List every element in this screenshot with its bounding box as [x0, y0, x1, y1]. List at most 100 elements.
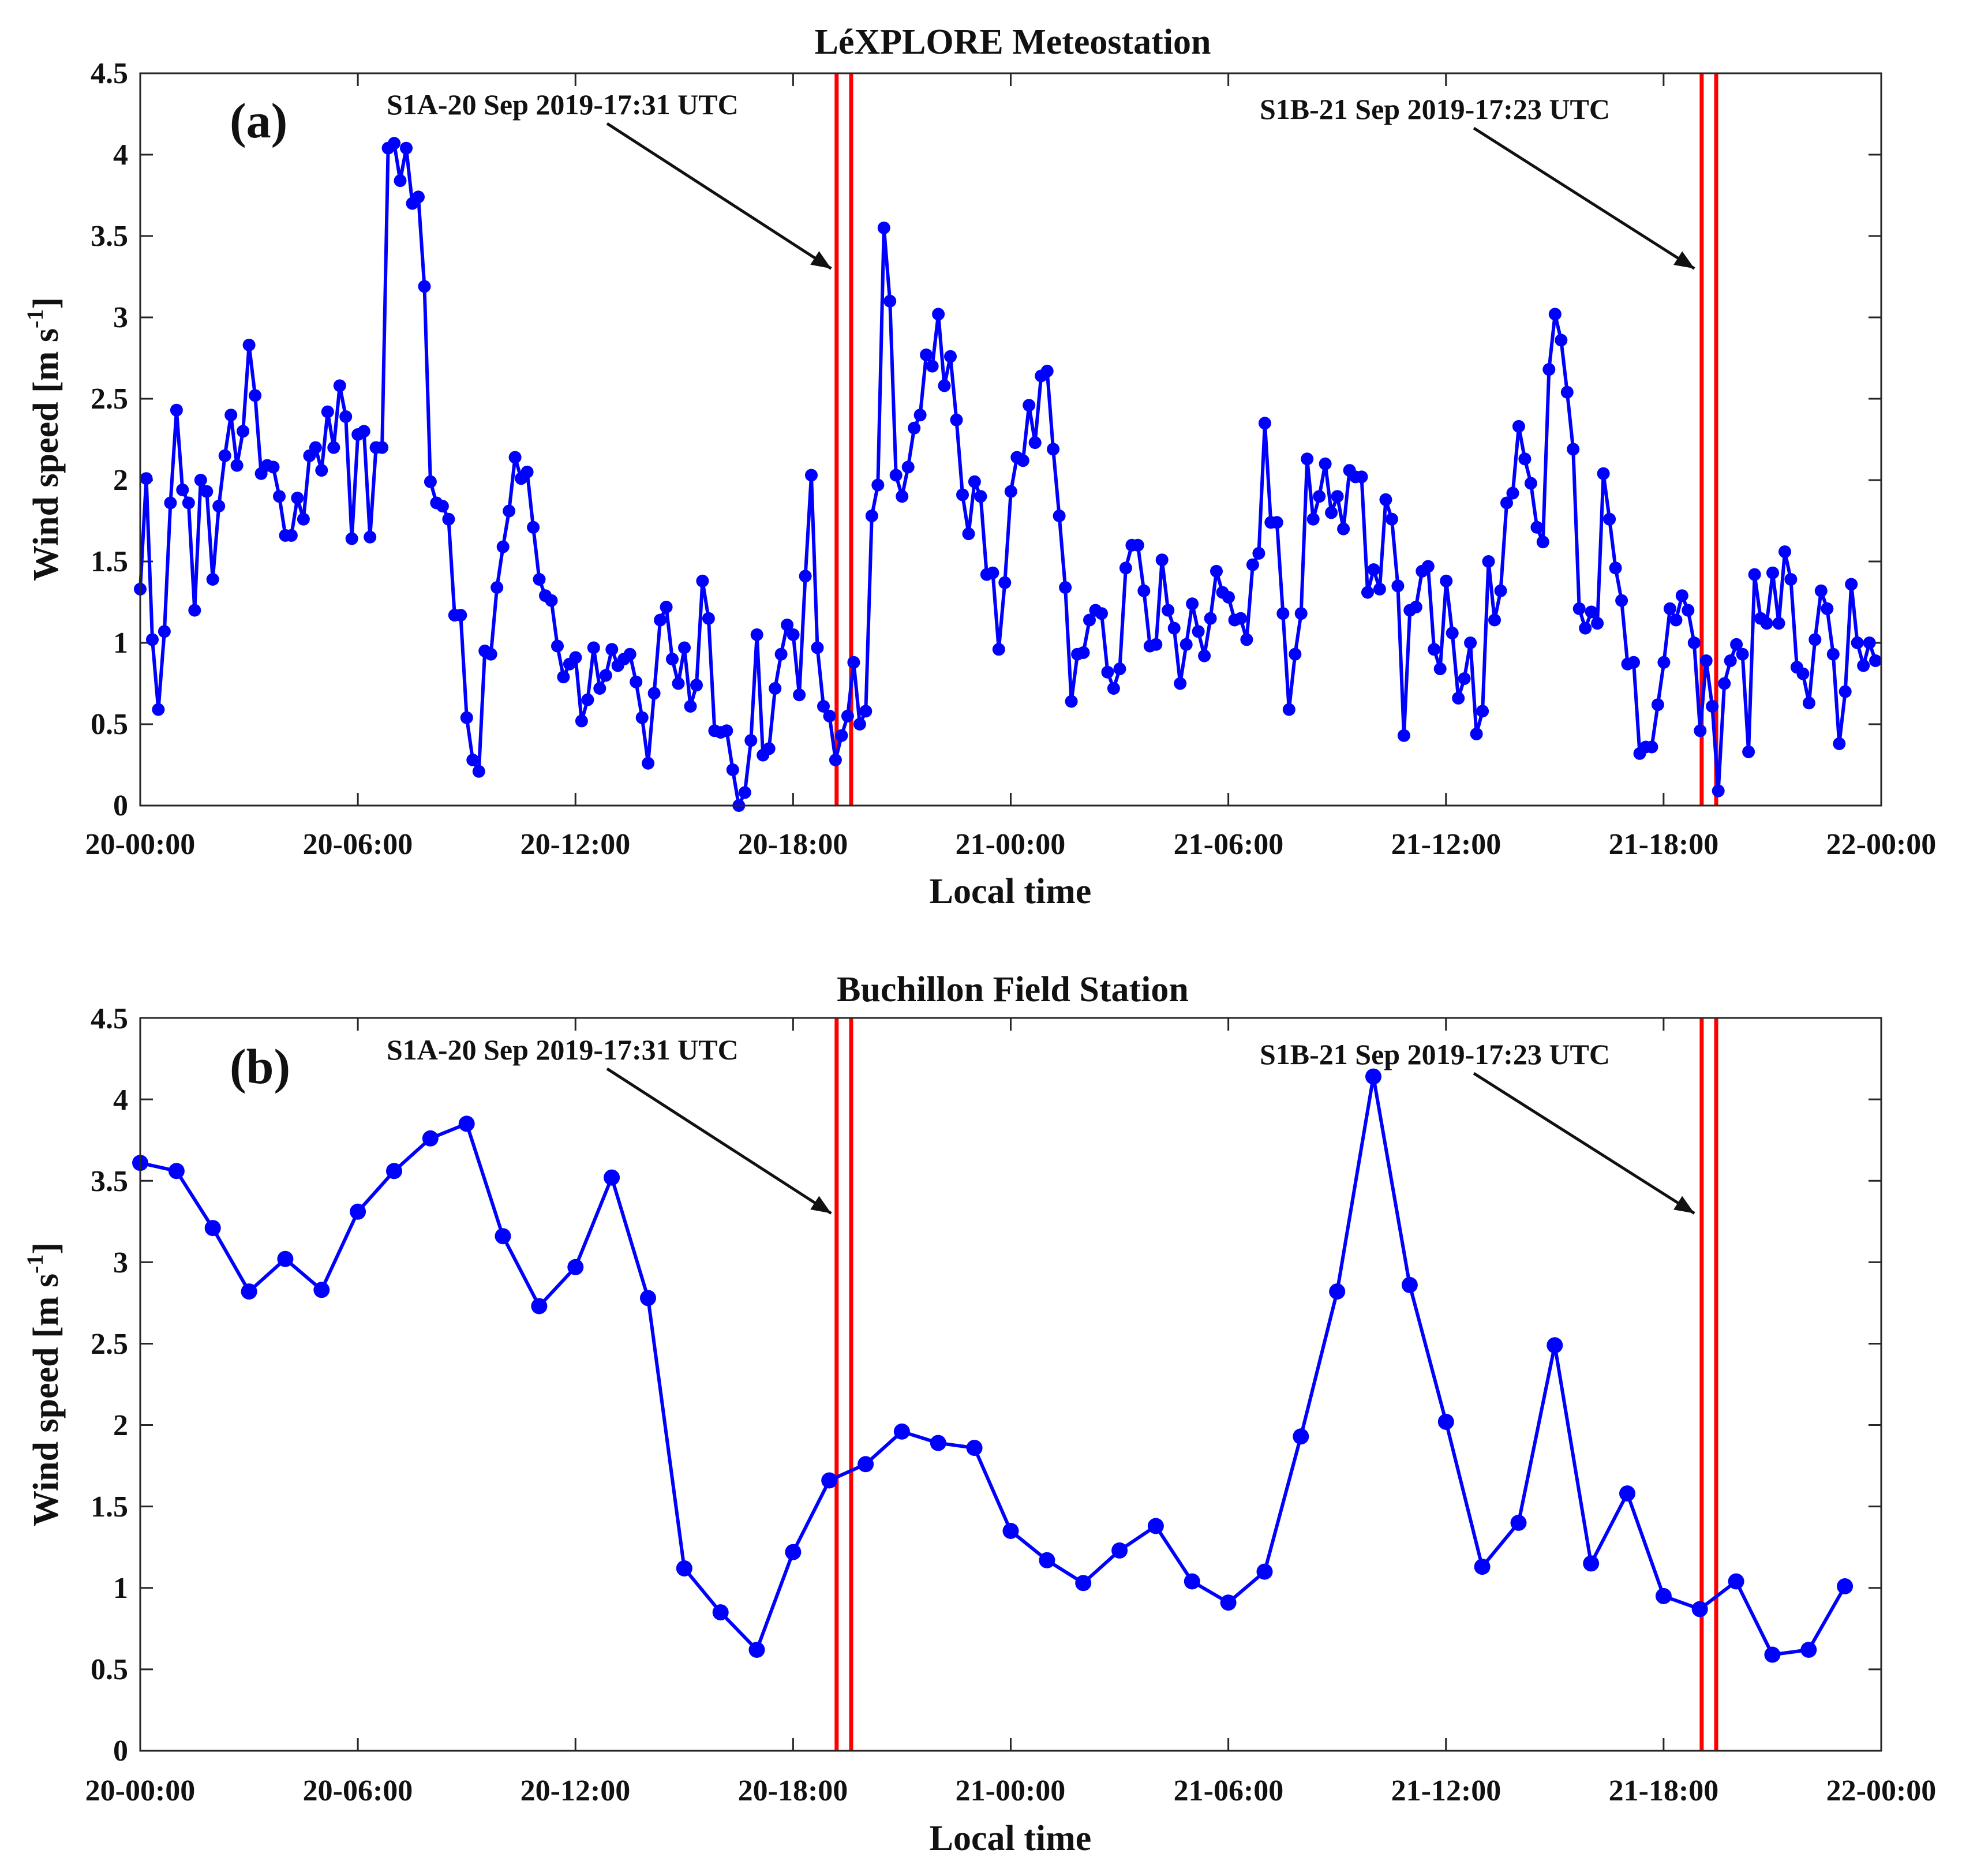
data-point	[206, 573, 219, 586]
chart-b-xtick-label: 20-18:00	[738, 1774, 848, 1807]
data-point	[1222, 591, 1235, 604]
data-point	[901, 460, 915, 474]
data-point	[623, 647, 636, 661]
data-point	[738, 786, 751, 799]
data-point	[1821, 602, 1834, 615]
data-point	[908, 421, 921, 435]
data-point	[1289, 647, 1302, 661]
data-point	[1162, 604, 1175, 617]
data-point	[1301, 452, 1314, 466]
data-point	[1712, 784, 1725, 797]
data-point	[1210, 564, 1223, 578]
data-point	[1039, 1552, 1055, 1568]
data-point	[896, 490, 909, 503]
data-point	[1137, 584, 1151, 597]
data-point	[212, 500, 226, 513]
data-point	[168, 1163, 185, 1179]
data-point	[1282, 703, 1295, 716]
data-point	[1365, 1068, 1381, 1085]
data-point	[1796, 667, 1810, 680]
chart-b-y-tick-labels: 0 0.5 1 1.5 2 2.5 3 3.5 4 4.5	[91, 1002, 128, 1768]
data-point	[357, 425, 370, 438]
data-point	[847, 656, 860, 669]
data-point	[551, 639, 564, 653]
data-point	[182, 496, 195, 510]
data-point	[1615, 594, 1628, 607]
data-point	[690, 679, 703, 692]
chart-a-ytick-label: 4.5	[91, 57, 128, 90]
data-point	[386, 1163, 402, 1179]
data-point	[422, 1130, 439, 1147]
data-point	[992, 643, 1005, 656]
data-point	[1506, 486, 1519, 500]
data-point	[339, 410, 353, 423]
data-point	[575, 714, 588, 728]
data-point	[1748, 568, 1761, 581]
data-point	[1851, 636, 1864, 649]
data-point	[495, 1228, 511, 1245]
data-point	[1276, 607, 1290, 620]
data-point	[277, 1250, 294, 1267]
data-point	[200, 485, 214, 498]
data-point	[1494, 584, 1507, 597]
data-point	[1800, 1642, 1817, 1658]
data-point	[785, 1544, 802, 1560]
data-point	[557, 671, 570, 684]
data-point	[712, 1604, 729, 1621]
data-point	[1863, 636, 1876, 649]
chart-b-xtick-label: 21-18:00	[1609, 1774, 1719, 1807]
data-point	[1433, 662, 1447, 676]
chart-b-ytick-label: 0.5	[91, 1653, 128, 1686]
data-point	[635, 711, 649, 724]
data-point	[527, 521, 540, 534]
chart-a-ytick-label: 2.5	[91, 383, 128, 415]
chart-b-axes-frame	[139, 1017, 1882, 1752]
data-point	[1548, 308, 1562, 321]
data-point	[1329, 1283, 1346, 1300]
chart-a-ylabel-main: Wind speed [m s	[27, 328, 66, 581]
chart-a-x-tick-labels: 20-00:00 20-06:00 20-12:00 20-18:00 21-0…	[85, 828, 1937, 861]
data-point	[974, 490, 987, 503]
data-point	[376, 441, 389, 454]
data-point	[1040, 365, 1054, 378]
data-point	[230, 459, 244, 472]
chart-b-xtick-label: 20-00:00	[85, 1774, 196, 1807]
data-point	[333, 379, 346, 392]
data-point	[454, 609, 467, 622]
data-point	[1839, 685, 1852, 698]
data-point	[871, 478, 885, 492]
data-point	[811, 641, 824, 654]
data-point	[1174, 677, 1187, 690]
data-point	[1101, 665, 1114, 679]
data-point	[893, 1423, 910, 1440]
chart-a-xtick-label: 20-12:00	[521, 828, 631, 861]
chart-a-xtick-label: 20-06:00	[303, 828, 413, 861]
data-point	[1699, 654, 1713, 667]
data-point	[1583, 1555, 1600, 1572]
chart-b-ylabel-sup: -1	[22, 1255, 48, 1274]
data-point	[442, 512, 455, 526]
data-point	[1682, 604, 1695, 617]
data-point	[858, 1456, 874, 1473]
chart-b-ylabel-end: ]	[27, 1242, 66, 1255]
data-point	[1220, 1594, 1237, 1611]
data-point	[327, 441, 340, 454]
data-point	[1591, 617, 1604, 630]
data-point	[345, 532, 358, 545]
chart-b-annotation-s1a: S1A-20 Sep 2019-17:31 UTC	[387, 1034, 739, 1066]
data-point	[593, 682, 606, 695]
data-point	[1204, 612, 1217, 625]
data-point	[1077, 646, 1090, 659]
annotation-arrowhead	[810, 251, 832, 269]
chart-b-xtick-label: 21-12:00	[1391, 1774, 1502, 1807]
chart-b-title: Buchillon Field Station	[837, 970, 1189, 1009]
data-point	[1512, 420, 1525, 433]
data-point	[533, 573, 546, 586]
data-point	[1270, 516, 1283, 529]
chart-b-series-line	[140, 1074, 1847, 1657]
data-point	[1186, 597, 1199, 611]
data-point	[1075, 1575, 1092, 1592]
chart-a-ytick-label: 0.5	[91, 708, 128, 741]
data-point	[188, 604, 201, 617]
data-point	[284, 529, 298, 542]
